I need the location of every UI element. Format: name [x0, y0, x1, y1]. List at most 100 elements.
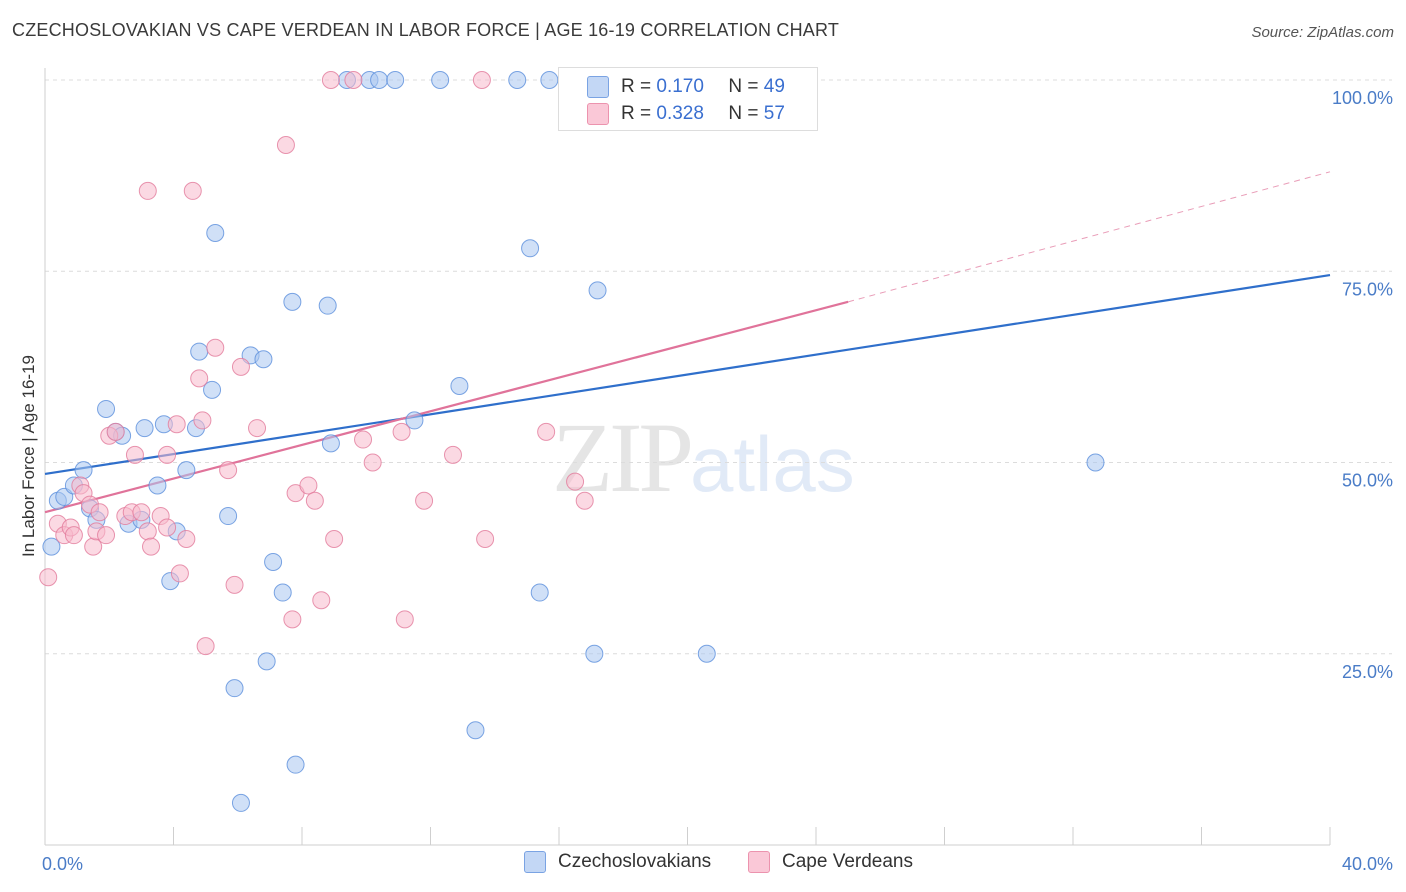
czechoslovakian-point — [466, 721, 485, 740]
czechoslovakian-point — [42, 537, 61, 556]
czechoslovakian-point — [55, 487, 74, 506]
y-axis-label: In Labor Force | Age 16-19 — [19, 355, 38, 557]
y-tick-label: 50.0% — [1342, 471, 1393, 491]
czechoslovakian-point — [530, 583, 549, 602]
czechoslovakian-point — [450, 377, 469, 395]
cape-verdean-point — [39, 568, 58, 587]
bottom-swatch-czechoslovakians — [524, 851, 546, 873]
czechoslovakian-point — [97, 399, 116, 418]
czechoslovakian-point — [370, 71, 389, 89]
cape-verdean-point — [344, 71, 363, 89]
legend-r-value: 0.170 — [656, 76, 704, 97]
cape-verdean-point — [196, 637, 215, 656]
watermark-atlas: atlas — [690, 420, 855, 508]
trend-lines — [44, 171, 1331, 514]
legend-r-label: R = — [621, 76, 652, 97]
cape-verdean-point — [170, 564, 189, 583]
bottom-legend-cape-verdeans: Cape Verdeans — [748, 851, 913, 873]
czechoslovakian-point — [148, 476, 167, 495]
cape-verdean-point — [537, 422, 556, 441]
cape-verdean-point — [132, 503, 151, 522]
czechoslovakian-point — [273, 583, 292, 602]
y-tick-label: 100.0% — [1332, 88, 1393, 108]
cape-verdean-point — [167, 415, 186, 434]
czechoslovakian-point — [540, 71, 559, 89]
czechoslovakian-point — [321, 434, 340, 453]
cape-verdean-point — [90, 503, 109, 522]
bottom-legend-label: Czechoslovakians — [558, 851, 712, 872]
czechoslovakian-point — [254, 350, 273, 369]
czechoslovakian-point — [206, 224, 225, 242]
chart-title: CZECHOSLOVAKIAN VS CAPE VERDEAN IN LABOR… — [12, 20, 840, 40]
czechoslovakian-point — [508, 71, 527, 89]
czechoslovakian-point — [231, 793, 250, 812]
cape-verdean-point — [363, 453, 382, 472]
cape-verdean-point — [283, 610, 302, 629]
cape-verdean-point — [248, 419, 267, 438]
cape-verdean-trend-line — [44, 300, 849, 514]
czechoslovakian-point — [588, 281, 607, 300]
legend-r-value: 0.328 — [656, 103, 704, 124]
chart-source: Source: ZipAtlas.com — [1251, 24, 1394, 41]
cape-verdean-point — [225, 575, 244, 594]
cape-verdean-point — [472, 71, 491, 89]
cape-verdean-point — [138, 181, 157, 200]
cape-verdean-point — [305, 491, 324, 510]
legend-swatch-cape-verdeans — [587, 103, 609, 125]
legend-n-label: N = — [728, 103, 759, 124]
czechoslovakian-point — [203, 380, 222, 399]
cape-verdean-point — [566, 472, 585, 491]
legend: R = 0.170 N = 49 R = 0.328 N = 57 — [558, 67, 818, 131]
czechoslovakian-point — [74, 461, 93, 480]
czechoslovakian-point — [219, 507, 238, 526]
legend-swatch-czechoslovakians — [587, 76, 609, 98]
data-points — [39, 71, 1105, 812]
legend-n-value: 57 — [763, 103, 785, 124]
cape-verdean-point — [354, 430, 373, 449]
cape-verdean-point — [476, 530, 495, 548]
cape-verdean-trend-extension — [847, 171, 1331, 303]
czechoslovakian-point — [318, 296, 337, 315]
cape-verdean-point — [299, 476, 318, 495]
czechoslovakian-point — [190, 342, 209, 361]
czechoslovakian-point — [177, 461, 196, 480]
czechoslovakian-point — [1086, 453, 1105, 472]
bottom-legend-czechoslovakians: Czechoslovakians — [524, 851, 711, 873]
cape-verdean-point — [106, 422, 125, 441]
bottom-swatch-cape-verdeans — [748, 851, 770, 873]
cape-verdean-point — [158, 518, 177, 537]
cape-verdean-point — [138, 522, 157, 541]
cape-verdean-point — [183, 181, 202, 200]
cape-verdean-point — [415, 491, 434, 510]
cape-verdean-point — [312, 591, 331, 610]
y-tick-label: 25.0% — [1342, 662, 1393, 682]
cape-verdean-point — [231, 357, 250, 376]
cape-verdean-point — [158, 445, 177, 464]
czechoslovakian-point — [135, 419, 154, 438]
czechoslovakian-point — [225, 679, 244, 698]
czechoslovakian-point — [585, 644, 604, 663]
cape-verdean-point — [125, 445, 144, 464]
watermark-zip: ZIP — [552, 402, 694, 513]
cape-verdean-point — [443, 445, 462, 464]
czechoslovakian-point — [431, 71, 450, 89]
bottom-legend-label: Cape Verdeans — [782, 851, 913, 872]
cape-verdean-point — [190, 369, 209, 388]
cape-verdean-point — [321, 71, 340, 89]
cape-verdean-point — [395, 610, 414, 629]
y-tick-label: 75.0% — [1342, 279, 1393, 299]
x-tick-label: 40.0% — [1342, 854, 1393, 874]
czechoslovakian-point — [386, 71, 405, 89]
cape-verdean-point — [193, 411, 212, 430]
czechoslovakian-point — [283, 292, 302, 311]
axes — [44, 68, 1331, 846]
czechoslovakian-trend-line — [44, 273, 1331, 476]
legend-row-czechoslovakians: R = 0.170 N = 49 — [587, 74, 785, 100]
cape-verdean-point — [97, 526, 116, 545]
czechoslovakian-point — [286, 755, 305, 774]
cape-verdean-point — [575, 491, 594, 510]
czechoslovakian-point — [697, 644, 716, 663]
legend-n-value: 49 — [763, 76, 785, 97]
cape-verdean-point — [206, 338, 225, 357]
cape-verdean-point — [142, 537, 161, 556]
